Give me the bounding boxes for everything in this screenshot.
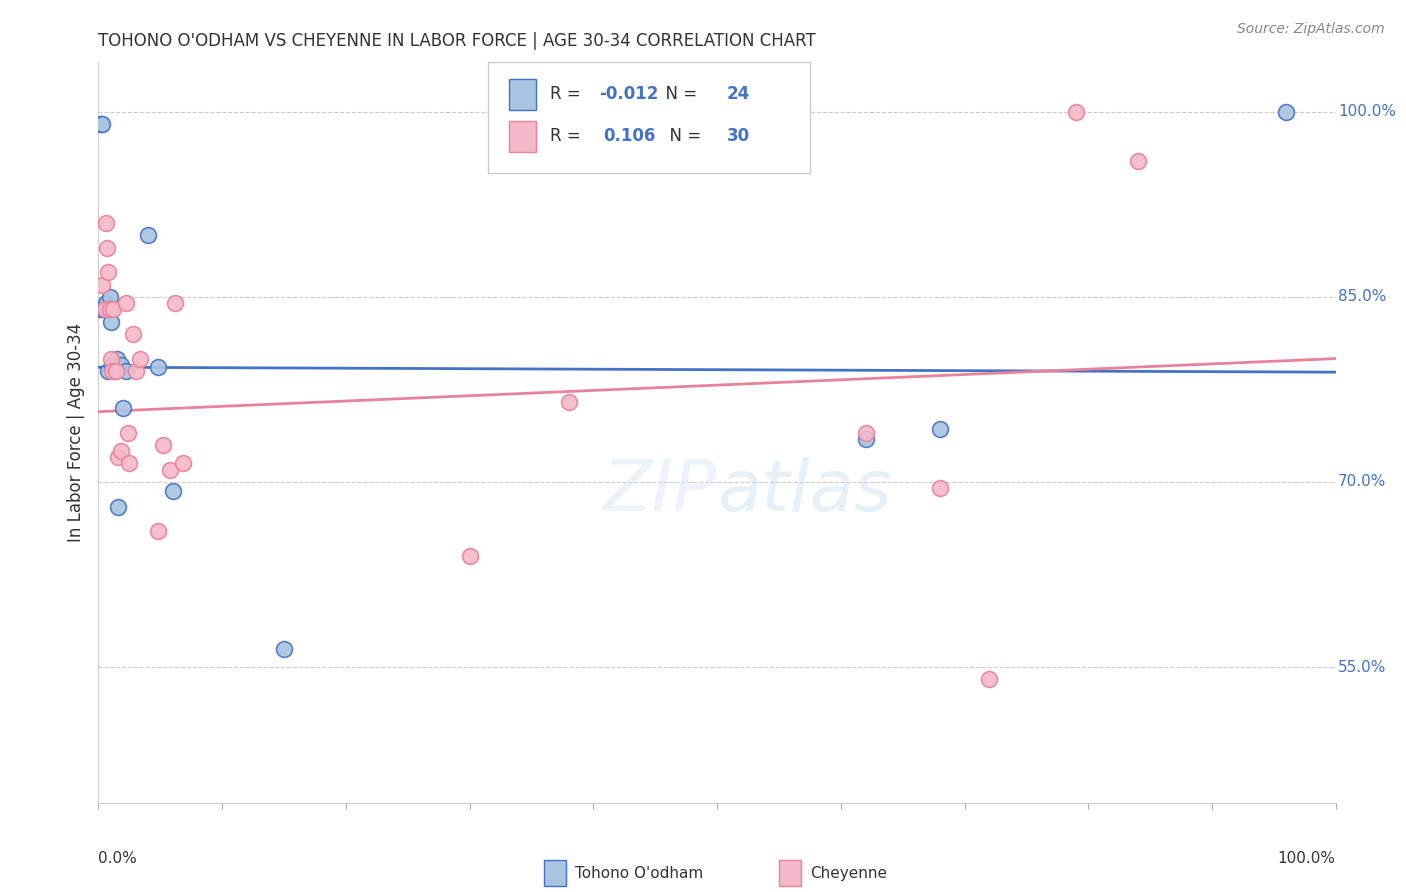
Y-axis label: In Labor Force | Age 30-34: In Labor Force | Age 30-34: [66, 323, 84, 542]
Text: 55.0%: 55.0%: [1339, 659, 1386, 674]
Point: [101, 364, 124, 378]
Text: atlas: atlas: [717, 458, 891, 526]
Point: [93, 302, 115, 317]
Point: [1064, 104, 1087, 119]
Text: 70.0%: 70.0%: [1339, 475, 1386, 490]
Point: [96, 302, 118, 317]
FancyBboxPatch shape: [488, 62, 810, 173]
Text: Cheyenne: Cheyenne: [810, 865, 887, 880]
Point: [165, 296, 187, 310]
Text: N =: N =: [659, 128, 706, 145]
Text: Source: ZipAtlas.com: Source: ZipAtlas.com: [1237, 22, 1385, 37]
Point: [89, 302, 111, 317]
Point: [97, 265, 120, 279]
Point: [146, 360, 169, 375]
Text: 0.106: 0.106: [603, 128, 655, 145]
Point: [118, 457, 141, 471]
Point: [979, 673, 1001, 687]
Point: [855, 425, 877, 440]
Point: [96, 240, 118, 255]
Point: [90, 117, 112, 131]
Point: [98, 302, 121, 317]
Point: [101, 358, 124, 372]
Point: [114, 364, 136, 378]
Point: [100, 351, 122, 366]
Point: [458, 549, 481, 563]
Point: [112, 401, 135, 415]
Text: TOHONO O'ODHAM VS CHEYENNE IN LABOR FORCE | AGE 30-34 CORRELATION CHART: TOHONO O'ODHAM VS CHEYENNE IN LABOR FORC…: [98, 32, 815, 50]
Point: [152, 438, 174, 452]
Point: [97, 364, 120, 378]
Point: [107, 450, 129, 465]
Point: [273, 641, 295, 656]
Text: 24: 24: [727, 86, 751, 103]
Point: [105, 351, 128, 366]
Text: 100.0%: 100.0%: [1278, 851, 1336, 866]
Point: [159, 462, 181, 476]
Point: [162, 483, 184, 498]
Point: [117, 425, 139, 440]
Text: 85.0%: 85.0%: [1339, 289, 1386, 304]
Bar: [509, 78, 537, 110]
Text: 30: 30: [727, 128, 749, 145]
Text: -0.012: -0.012: [599, 86, 659, 103]
Point: [110, 358, 132, 372]
Point: [93, 302, 115, 317]
Point: [114, 296, 136, 310]
Point: [104, 364, 127, 378]
Text: R =: R =: [550, 86, 586, 103]
Point: [94, 296, 117, 310]
Point: [928, 422, 950, 436]
Text: Tohono O'odham: Tohono O'odham: [575, 865, 703, 880]
Point: [122, 326, 145, 341]
Point: [855, 432, 877, 446]
Text: ZIP: ZIP: [603, 458, 717, 526]
Point: [1275, 104, 1298, 119]
Point: [146, 524, 169, 539]
Point: [110, 444, 132, 458]
Text: 100.0%: 100.0%: [1339, 104, 1396, 120]
Point: [91, 277, 114, 292]
Point: [103, 302, 125, 317]
Point: [928, 481, 950, 495]
Point: [91, 117, 114, 131]
Bar: [544, 860, 567, 886]
Point: [124, 364, 146, 378]
Point: [94, 216, 117, 230]
Text: R =: R =: [550, 128, 592, 145]
Point: [172, 457, 194, 471]
Text: 0.0%: 0.0%: [98, 851, 138, 866]
Bar: [509, 121, 537, 152]
Bar: [779, 860, 801, 886]
Point: [103, 364, 125, 378]
Point: [129, 351, 152, 366]
Point: [107, 500, 129, 514]
Text: N =: N =: [655, 86, 703, 103]
Point: [1126, 154, 1149, 169]
Point: [100, 315, 122, 329]
Point: [136, 228, 159, 243]
Point: [98, 290, 121, 304]
Point: [557, 394, 579, 409]
Point: [98, 302, 121, 317]
